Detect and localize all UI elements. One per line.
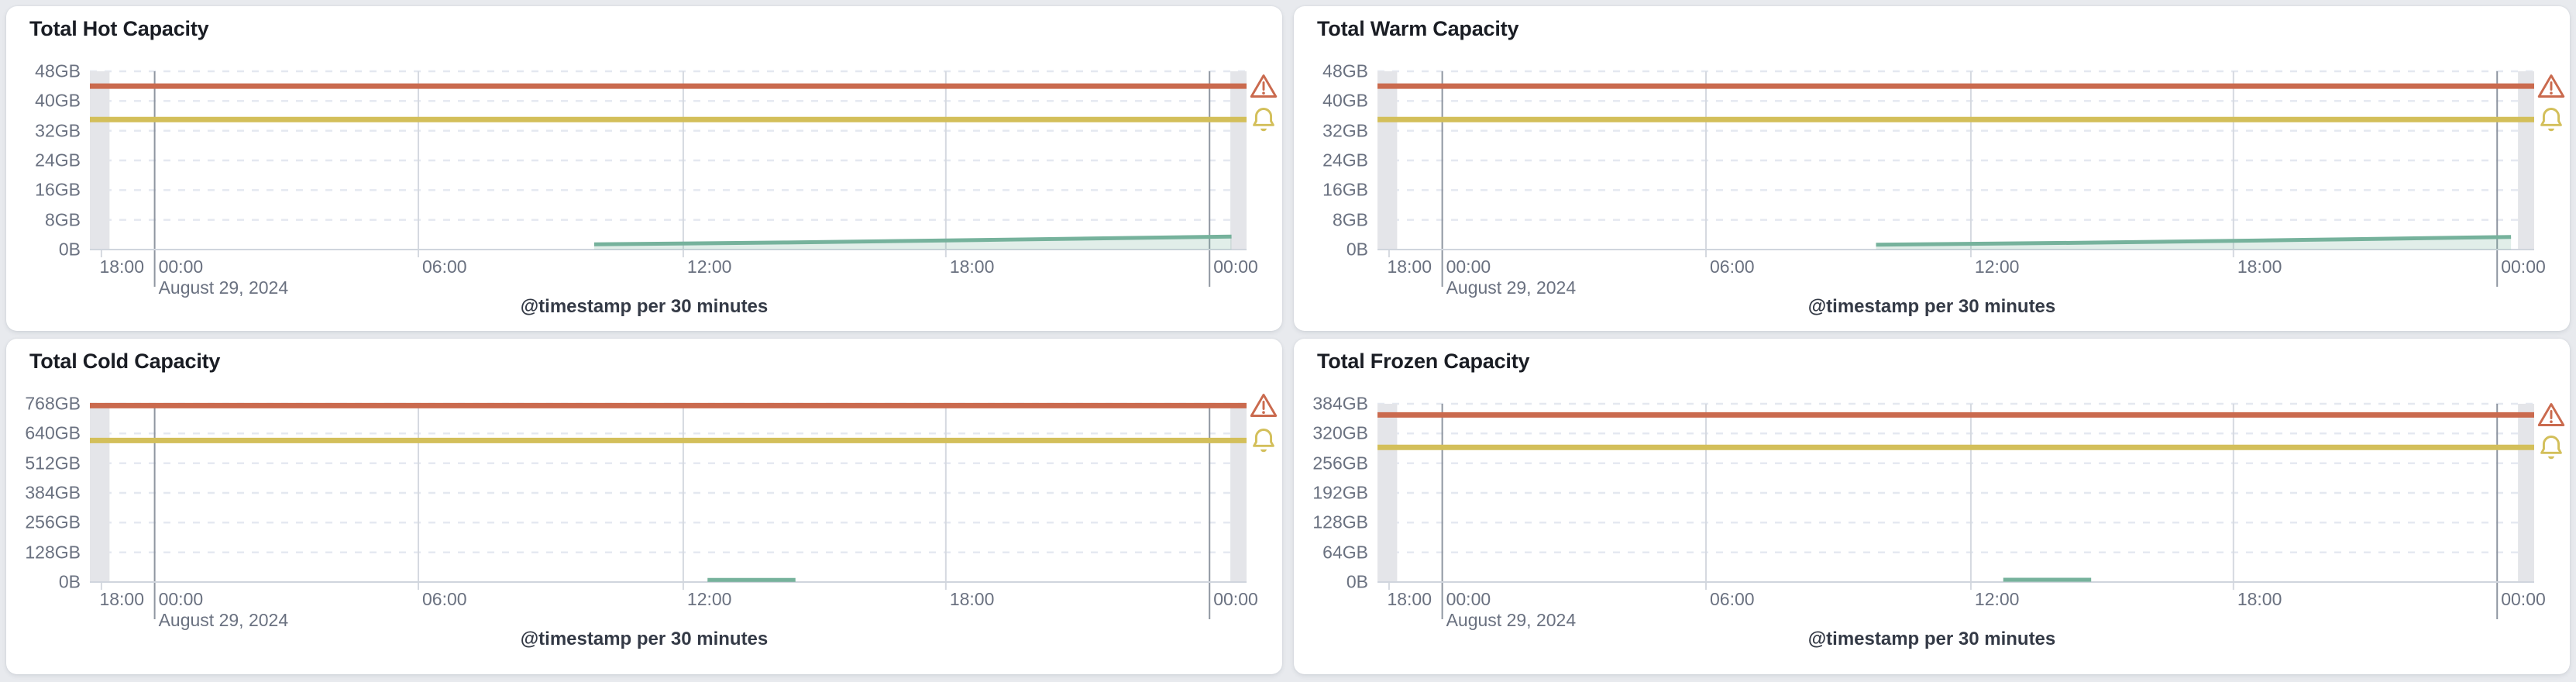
y-axis-label: 48GB <box>35 60 81 81</box>
bell-icon <box>2537 105 2565 133</box>
x-axis-label: 06:00 <box>1710 257 1755 277</box>
warm-capacity-chart[interactable]: 0B 8GB 16GB 24GB 32GB 40GB 48GB 18:00 00:00 Augus… <box>1322 61 2565 298</box>
panel-title: Total Cold Capacity <box>29 350 221 373</box>
x-axis-label: 18:00 <box>99 257 145 277</box>
y-axis-label: 320GB <box>1312 422 1368 443</box>
x-axis-title: @timestamp per 30 minutes <box>1807 296 2056 317</box>
bell-icon <box>1250 105 1278 133</box>
y-axis-label: 192GB <box>1312 482 1368 503</box>
x-axis-label: 00:00 <box>1213 589 1258 609</box>
y-axis-label: 128GB <box>25 542 81 563</box>
x-axis-label: 12:00 <box>686 257 732 277</box>
y-axis-label: 24GB <box>35 150 81 170</box>
y-axis-label: 512GB <box>25 453 81 474</box>
x-axis-label: 06:00 <box>1710 589 1755 609</box>
panel-total-cold-capacity: Total Cold Capacity 0B 128GB 256GB 384GB 512… <box>6 339 1282 674</box>
chart-plot <box>1377 402 2534 619</box>
x-axis-label: 00:00 <box>1213 257 1258 277</box>
bell-icon <box>1250 426 1278 454</box>
chart-plot <box>90 402 1247 619</box>
x-axis-label: 18:00 <box>949 257 995 277</box>
x-axis-date-label: August 29, 2024 <box>1446 277 1577 298</box>
x-axis-date-label: August 29, 2024 <box>158 277 289 298</box>
y-axis-label: 48GB <box>1322 60 1368 81</box>
x-axis-label: 00:00 <box>2501 589 2546 609</box>
x-axis-title: @timestamp per 30 minutes <box>1807 629 2056 649</box>
y-axis-label: 128GB <box>1312 512 1368 532</box>
warning-triangle-icon <box>1250 391 1278 419</box>
x-axis-label: 00:00 August 29, 2024 <box>1446 257 1577 298</box>
panel-title: Total Frozen Capacity <box>1317 350 1530 373</box>
hot-capacity-chart[interactable]: 0B 8GB 16GB 24GB 32GB 40GB 48GB 18:00 00:00 Augus… <box>35 61 1278 298</box>
y-axis-label: 0B <box>58 239 81 260</box>
x-axis-label: 12:00 <box>1974 257 2020 277</box>
x-axis-label: 06:00 <box>422 589 467 609</box>
y-axis-label: 0B <box>1346 571 1368 592</box>
x-axis-label: 12:00 <box>1974 589 2020 609</box>
y-axis-label: 0B <box>1346 239 1368 260</box>
panel-title: Total Hot Capacity <box>29 17 209 40</box>
y-axis-label: 256GB <box>1312 453 1368 474</box>
y-axis-label: 24GB <box>1322 150 1368 170</box>
x-axis-title: @timestamp per 30 minutes <box>520 629 769 649</box>
x-axis-label: 18:00 <box>99 589 145 609</box>
y-axis-label: 8GB <box>44 209 81 230</box>
panel-total-frozen-capacity: Total Frozen Capacity 0B 64GB 128GB 192GB 25… <box>1294 339 2570 674</box>
x-axis-label: 18:00 <box>1387 589 1432 609</box>
warning-triangle-icon <box>2537 72 2565 100</box>
x-axis-title: @timestamp per 30 minutes <box>520 296 769 317</box>
warning-triangle-icon <box>1250 72 1278 100</box>
x-axis-label: 00:00 August 29, 2024 <box>158 589 289 631</box>
chart-plot <box>90 70 1247 287</box>
x-axis-label: 18:00 <box>2237 257 2282 277</box>
y-axis-label: 256GB <box>25 512 81 532</box>
x-axis-label: 18:00 <box>1387 257 1432 277</box>
y-axis-label: 16GB <box>35 179 81 200</box>
frozen-capacity-chart[interactable]: 0B 64GB 128GB 192GB 256GB 320GB 384GB 18:00 00:0… <box>1312 394 2565 630</box>
bell-icon <box>2537 433 2565 461</box>
y-axis-label: 8GB <box>1332 209 1368 230</box>
y-axis-label: 384GB <box>25 482 81 503</box>
panel-title: Total Warm Capacity <box>1317 17 1519 40</box>
panel-total-warm-capacity: Total Warm Capacity 0B 8GB 16GB 24GB 32GB 40G… <box>1294 6 2570 331</box>
y-axis-label: 768GB <box>25 393 81 414</box>
y-axis-label: 40GB <box>35 90 81 111</box>
y-axis-label: 32GB <box>35 120 81 141</box>
x-axis-label: 18:00 <box>949 589 995 609</box>
y-axis-label: 32GB <box>1322 120 1368 141</box>
y-axis-label: 640GB <box>25 422 81 443</box>
panel-total-hot-capacity: Total Hot Capacity 0B 8GB 16GB 24GB 32GB 40GB… <box>6 6 1282 331</box>
x-axis-label: 00:00 August 29, 2024 <box>158 257 289 298</box>
x-axis-date-label: August 29, 2024 <box>1446 610 1577 631</box>
y-axis-label: 0B <box>58 571 81 592</box>
x-axis-label: 00:00 <box>2501 257 2546 277</box>
warning-triangle-icon <box>2537 401 2565 429</box>
x-axis-label: 18:00 <box>2237 589 2282 609</box>
x-axis-date-label: August 29, 2024 <box>158 610 289 631</box>
x-axis-label: 06:00 <box>422 257 467 277</box>
y-axis-label: 16GB <box>1322 179 1368 200</box>
y-axis-label: 64GB <box>1322 542 1368 563</box>
x-axis-label: 00:00 August 29, 2024 <box>1446 589 1577 631</box>
x-axis-label: 12:00 <box>686 589 732 609</box>
y-axis-label: 40GB <box>1322 90 1368 111</box>
chart-plot <box>1377 70 2534 287</box>
cold-capacity-chart[interactable]: 0B 128GB 256GB 384GB 512GB 640GB 768GB 18:00 00:… <box>25 394 1278 630</box>
y-axis-label: 384GB <box>1312 393 1368 414</box>
